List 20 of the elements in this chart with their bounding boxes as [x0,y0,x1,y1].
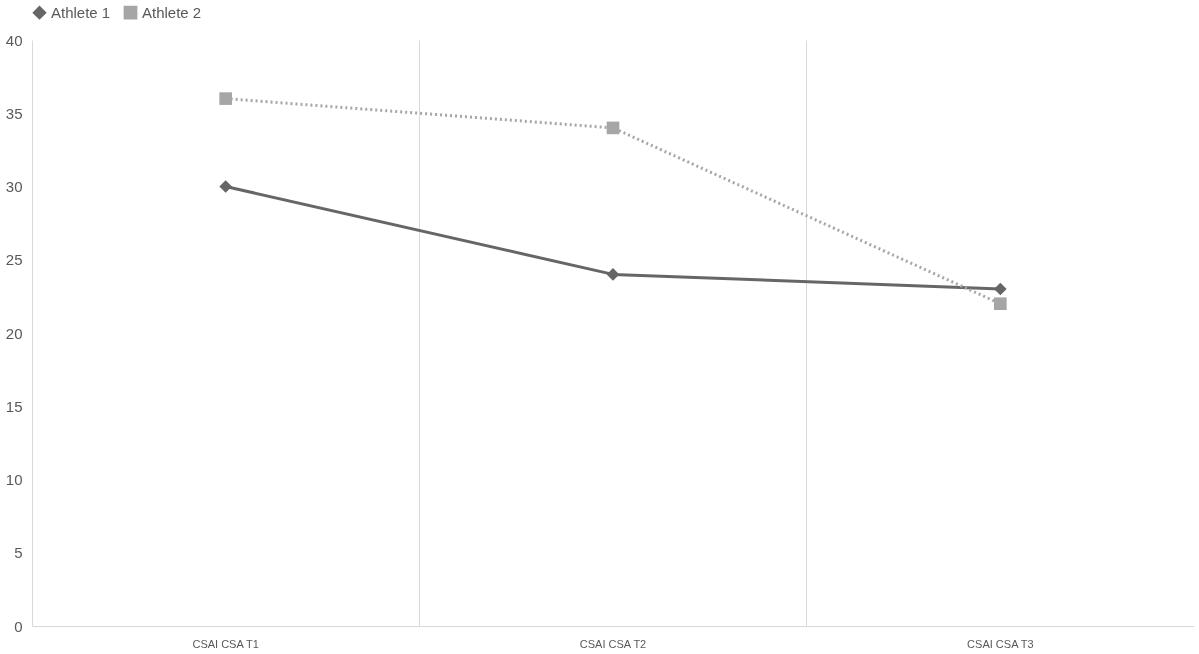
x-tick-label: CSAI CSA T1 [192,637,259,650]
y-tick-label: 5 [14,544,23,562]
y-tick-label: 40 [5,31,23,49]
point [606,268,620,281]
legend-label: Athlete 1 [51,3,111,21]
y-tick-label: 35 [5,104,23,122]
y-tick-label: 15 [5,397,23,415]
y-tick-label: 10 [5,471,23,488]
point [994,282,1007,296]
point [606,121,620,135]
x-tick-label: CSAI CSA T2 [579,637,647,650]
y-tick-label: 0 [14,617,23,635]
x-tick-label: CSAI CSA T3 [967,637,1034,650]
y-tick-label: 20 [5,324,23,342]
y-tick-label: 30 [5,178,23,195]
legend-label: Athlete 2 [142,3,202,21]
y-tick-label: 25 [5,251,23,269]
point [994,297,1007,311]
point [219,92,232,105]
point [219,180,232,193]
